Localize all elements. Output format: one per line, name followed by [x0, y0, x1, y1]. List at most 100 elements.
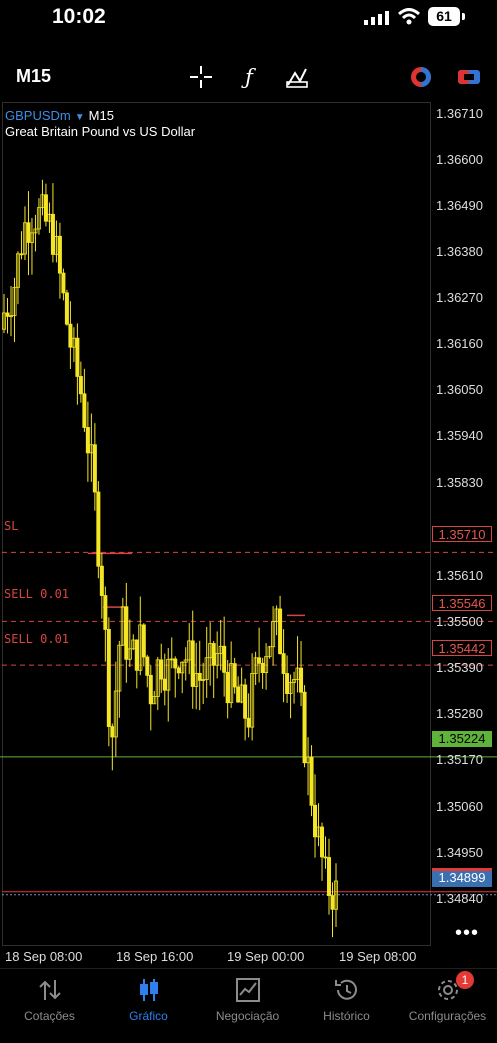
candle-body — [57, 235, 62, 274]
price-scale-label: 1.35940 — [436, 428, 483, 443]
tab-label: Gráfico — [129, 1009, 168, 1023]
tab-label: Cotações — [24, 1009, 75, 1023]
price-scale-label: 1.36600 — [436, 152, 483, 167]
sell-price-tag-2: 1.35442 — [432, 640, 492, 656]
chart-area[interactable]: GBPUSDm ▼ M15 Great Britain Pound vs US Do… — [0, 102, 497, 948]
candle-body — [271, 621, 276, 648]
indicators-icon[interactable]: ƒ — [245, 65, 253, 89]
candle-body — [333, 880, 338, 910]
candle-body — [253, 657, 258, 674]
symbol-dropdown-icon[interactable]: ▼ — [74, 112, 85, 123]
candle-body — [327, 857, 332, 896]
time-axis: 18 Sep 08:00 18 Sep 16:00 19 Sep 00:00 1… — [0, 948, 497, 968]
time-label-3: 19 Sep 00:00 — [227, 949, 305, 964]
tab-historico[interactable]: Histórico — [297, 969, 396, 1029]
tab-cotacoes[interactable]: Cotações — [0, 969, 99, 1029]
candle-body — [152, 696, 157, 705]
candle-body — [176, 667, 181, 674]
candle-body — [173, 658, 178, 669]
candle-body — [313, 804, 318, 838]
price-scale-label: 1.36490 — [436, 198, 483, 213]
time-label-4: 19 Sep 08:00 — [339, 949, 417, 964]
sell-price-tag-1: 1.35546 — [432, 595, 492, 611]
candle-body — [117, 644, 122, 692]
tab-negociacao[interactable]: Negociação — [198, 969, 297, 1029]
price-scale-label: 1.35060 — [436, 799, 483, 814]
candle-body — [92, 444, 97, 493]
candle-body — [141, 624, 146, 658]
candle-body — [201, 679, 206, 681]
price-chart[interactable] — [0, 102, 497, 948]
price-scale-label: 1.36050 — [436, 382, 483, 397]
tab-configuracoes[interactable]: 1 Configurações — [398, 969, 497, 1029]
sell-label-2: SELL 0.01 — [4, 632, 70, 646]
tab-label: Configurações — [408, 1009, 487, 1023]
crosshair-icon[interactable] — [188, 64, 214, 90]
candle-body — [61, 272, 66, 294]
candle-body — [257, 657, 262, 664]
more-icon[interactable]: ••• — [455, 922, 480, 944]
notification-badge: 1 — [456, 971, 474, 989]
tab-grafico[interactable]: Gráfico — [99, 969, 198, 1029]
sl-label: SL — [4, 519, 19, 533]
candle-body — [96, 491, 101, 567]
price-scale-label: 1.34950 — [436, 845, 483, 860]
candle-body — [29, 232, 34, 243]
candle-body — [82, 393, 87, 428]
candle-body — [5, 312, 10, 317]
price-scale-label: 1.34840 — [436, 891, 483, 906]
candle-body — [267, 646, 272, 658]
candle-body — [113, 690, 118, 738]
candle-body — [134, 639, 139, 671]
candle-body — [159, 659, 164, 680]
candle-body — [85, 427, 90, 454]
candle-body — [148, 674, 153, 705]
timeframe-button[interactable]: M15 — [16, 66, 52, 86]
price-scale-label: 1.35610 — [436, 568, 483, 583]
candle-body — [225, 671, 230, 704]
price-scale-label: 1.36380 — [436, 244, 483, 259]
candle-body — [50, 213, 55, 255]
time-label-1: 18 Sep 08:00 — [5, 949, 83, 964]
chart-toolbar: M15 ƒ — [0, 56, 497, 100]
symbol-header[interactable]: GBPUSDm ▼ M15 — [5, 108, 114, 123]
candle-body — [166, 658, 171, 691]
candle-body — [323, 856, 328, 859]
candle-body — [64, 292, 69, 325]
candle-body — [197, 672, 202, 681]
one-click-trading-icon[interactable] — [408, 64, 434, 90]
symbol-name[interactable]: GBPUSDm — [5, 108, 71, 123]
candle-body — [183, 659, 188, 663]
candle-body — [103, 595, 108, 630]
candle-body — [246, 717, 251, 728]
price-scale-label: 1.36270 — [436, 290, 483, 305]
price-scale-label: 1.36710 — [436, 106, 483, 121]
trade-icon[interactable] — [456, 64, 482, 90]
bid-price-tag: 1.34899 — [432, 868, 492, 887]
candle-body — [19, 253, 24, 256]
status-time: 10:02 — [52, 5, 106, 28]
candle-body — [26, 222, 31, 243]
candle-body — [124, 606, 129, 660]
chart-frame — [2, 102, 431, 946]
candle-body — [288, 682, 293, 694]
signal-icon — [364, 11, 389, 25]
sl-price-tag: 1.35710 — [432, 526, 492, 542]
candle-body — [12, 286, 17, 317]
candle-body — [162, 678, 167, 691]
battery-icon — [462, 13, 465, 20]
objects-icon[interactable] — [284, 64, 310, 90]
candle-body — [180, 661, 185, 674]
time-label-2: 18 Sep 16:00 — [116, 949, 194, 964]
candle-body — [278, 608, 283, 655]
candle-body — [145, 656, 150, 676]
candle-body — [243, 684, 248, 719]
chart-icon — [140, 979, 158, 1001]
tab-label: Negociação — [215, 1009, 280, 1023]
candle-body — [127, 648, 132, 660]
candle-body — [281, 653, 286, 674]
candle-body — [106, 629, 111, 727]
price-scale-label: 1.35830 — [436, 475, 483, 490]
candle-body — [222, 645, 227, 673]
candle-body — [215, 653, 220, 666]
